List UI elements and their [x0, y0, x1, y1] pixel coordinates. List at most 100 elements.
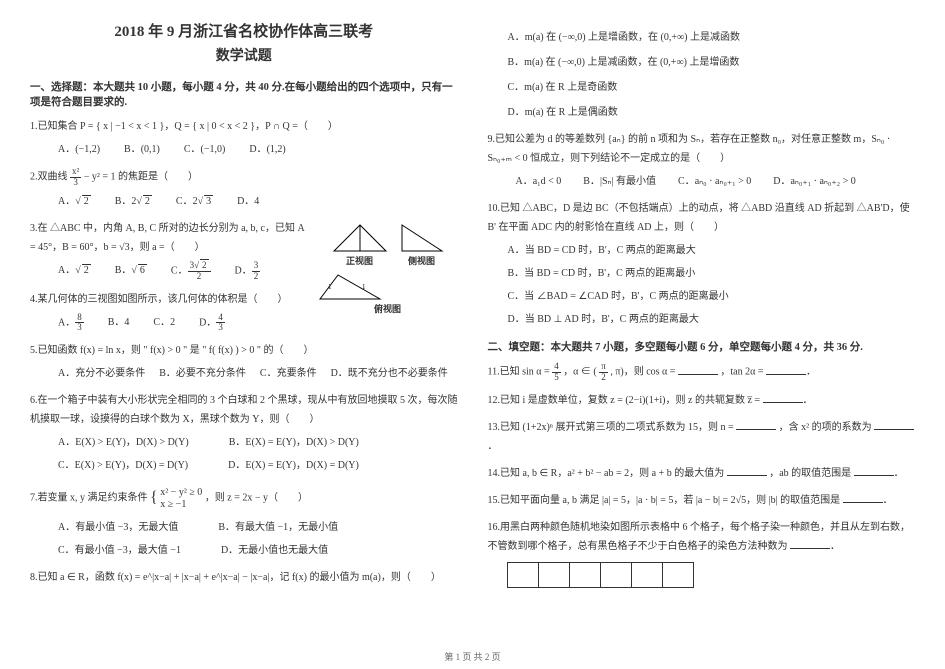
q13-s2: ，含 x² 的项的系数为	[779, 422, 875, 433]
question-15: 15.已知平面向量 a, b 满足 |a| = 5，|a · b| = 5，若 …	[488, 491, 916, 510]
question-10: 10.已知 △ABC，D 是边 BC（不包括端点）上的动点，将 △ABD 沿直线…	[488, 199, 916, 329]
q4-opt-b: B．4	[108, 313, 130, 334]
q16-stem: 16.用黑白两种颜色随机地染如图所示表格中 6 个格子，每个格子染一种颜色，并且…	[488, 522, 911, 552]
diagram-top-row: 2 正视图 侧视图	[318, 221, 458, 267]
blank	[766, 365, 806, 375]
q4-stem: 4.某几何体的三视图如图所示，该几何体的体积是（ ）	[30, 294, 288, 305]
q5-opt-b: B．必要不充分条件	[159, 364, 246, 383]
grid-cell	[662, 562, 694, 588]
q5-opt-a: A．充分不必要条件	[58, 364, 145, 383]
q11-s2: ，α ∈ (	[563, 367, 597, 378]
q2-opt-b: B．2√2	[115, 192, 152, 211]
q14-s2: ，ab 的取值范围是	[769, 468, 853, 479]
q3-options: A．√2 B．√6 C．3√22 D．32	[58, 261, 310, 282]
q7-opt-b: B．有最大值 −1，无最小值	[218, 518, 338, 537]
q4-opt-c: C．2	[153, 313, 175, 334]
grid-cell	[631, 562, 663, 588]
q11-s4: ，tan 2α =	[720, 367, 766, 378]
right-column: A．m(a) 在 (−∞,0) 上是增函数，在 (0,+∞) 上是减函数 B．m…	[488, 20, 916, 596]
q10-stem: 10.已知 △ABC，D 是边 BC（不包括端点）上的动点，将 △ABD 沿直线…	[488, 203, 910, 233]
q5-opt-d: D．既不充分也不必要条件	[331, 364, 448, 383]
q13-s1: 13.已知 (1+2x)ⁿ 展开式第三项的二项式系数为 15，则 n =	[488, 422, 737, 433]
grid-cell	[538, 562, 570, 588]
q8-opt-b: B．m(a) 在 (−∞,0) 上是减函数，在 (0,+∞) 上是增函数	[508, 53, 916, 72]
q7-opt-a: A．有最小值 −3，无最大值	[58, 518, 178, 537]
blank	[736, 420, 776, 430]
q1-opt-d: D．(1,2)	[249, 140, 285, 159]
question-6: 6.在一个箱子中装有大小形状完全相同的 3 个白球和 2 个黑球，现从中有放回地…	[30, 391, 458, 475]
q7-opt-d: D．无最小值也无最大值	[221, 541, 328, 560]
q9-options: A．a₁d < 0 B．|Sₙ| 有最小值 C．aₙ₀ · aₙ₀₊₁ > 0 …	[516, 172, 916, 191]
q2-opt-d: D．4	[237, 192, 259, 211]
q6-options-row1: A．E(X) > E(Y)，D(X) > D(Y) B．E(X) = E(Y)，…	[58, 433, 458, 452]
q8-options: A．m(a) 在 (−∞,0) 上是增函数，在 (0,+∞) 上是减函数 B．m…	[508, 28, 916, 122]
side-view-label: 侧视图	[400, 254, 444, 267]
question-2: 2.双曲线 x² 3 − y² = 1 的焦距是（ ） A．√2 B．2√2 C…	[30, 167, 458, 211]
q8-opt-d: D．m(a) 在 R 上是偶函数	[508, 103, 916, 122]
q2-frac: x² 3	[70, 167, 81, 188]
q9-stem: 9.已知公差为 d 的等差数列 {aₙ} 的前 n 项和为 Sₙ，若存在正整数 …	[488, 134, 891, 164]
question-13: 13.已知 (1+2x)ⁿ 展开式第三项的二项式系数为 15，则 n = ，含 …	[488, 418, 916, 456]
q7-constraints: x² − y² ≥ 0 x ≥ −1	[160, 487, 202, 511]
front-view: 2 正视图	[332, 221, 388, 267]
blank	[678, 365, 718, 375]
question-7: 7.若变量 x, y 满足约束条件 { x² − y² ≥ 0 x ≥ −1 ，…	[30, 483, 458, 559]
q6-options-row2: C．E(X) > E(Y)，D(X) = D(Y) D．E(X) = E(Y)，…	[58, 456, 458, 475]
svg-text:1: 1	[362, 283, 366, 291]
blank	[854, 466, 894, 476]
q2-stem1: 2.双曲线	[30, 172, 68, 183]
page-container: 2018 年 9 月浙江省名校协作体高三联考 数学试题 一、选择题：本大题共 1…	[0, 0, 945, 606]
q11-s3: , π)，则 cos α =	[610, 367, 678, 378]
q7-stem1: 7.若变量 x, y 满足约束条件	[30, 493, 148, 504]
question-16: 16.用黑白两种颜色随机地染如图所示表格中 6 个格子，每个格子染一种颜色，并且…	[488, 518, 916, 588]
q10-opt-c: C．当 ∠BAD = ∠CAD 时，B'，C 两点的距离最小	[508, 287, 916, 306]
front-view-label: 正视图	[332, 254, 388, 267]
q6-stem: 6.在一个箱子中装有大小形状完全相同的 3 个白球和 2 个黑球，现从中有放回地…	[30, 395, 458, 425]
question-5: 5.已知函数 f(x) = ln x，则 " f(x) > 0 " 是 " f(…	[30, 341, 458, 383]
top-view-label: 俯视图	[318, 302, 458, 315]
q3-opt-a: A．√2	[58, 261, 91, 282]
q5-options: A．充分不必要条件 B．必要不充分条件 C．充要条件 D．既不充分也不必要条件	[58, 364, 458, 383]
front-view-svg: 2	[332, 221, 388, 253]
q6-opt-d: D．E(X) = E(Y)，D(X) = D(Y)	[228, 456, 359, 475]
title-block: 2018 年 9 月浙江省名校协作体高三联考 数学试题	[30, 20, 458, 65]
q4-options: A．83 B．4 C．2 D．43	[58, 313, 310, 334]
blank	[790, 539, 830, 549]
q2-opt-c: C．2√3	[176, 192, 213, 211]
left-column: 2018 年 9 月浙江省名校协作体高三联考 数学试题 一、选择题：本大题共 1…	[30, 20, 458, 596]
top-view: 1 1 俯视图	[318, 271, 458, 315]
sub-title: 数学试题	[30, 45, 458, 65]
section-2-heading: 二、填空题：本大题共 7 小题，多空题每小题 6 分，单空题每小题 4 分，共 …	[488, 339, 916, 354]
q1-options: A．(−1,2) B．(0,1) C．(−1,0) D．(1,2)	[58, 140, 458, 159]
q1-opt-b: B．(0,1)	[124, 140, 160, 159]
q8-opt-a: A．m(a) 在 (−∞,0) 上是增函数，在 (0,+∞) 上是减函数	[508, 28, 916, 47]
q2-options: A．√2 B．2√2 C．2√3 D．4	[58, 192, 458, 211]
q9-opt-b: B．|Sₙ| 有最小值	[583, 172, 656, 191]
q7-options-row1: A．有最小值 −3，无最大值 B．有最大值 −1，无最小值	[58, 518, 458, 537]
grid-cell	[600, 562, 632, 588]
grid-cell	[507, 562, 539, 588]
q9-opt-d: D．aₙ₀₊₁ · aₙ₀₊₂ > 0	[773, 172, 856, 191]
q1-stem: 1.已知集合 P = { x | −1 < x < 1 }，Q = { x | …	[30, 121, 338, 132]
q12-stem: 12.已知 i 是虚数单位，复数 z = (2−i)(1+i)，则 z 的共轭复…	[488, 395, 763, 406]
q10-opt-d: D．当 BD ⊥ AD 时，B'，C 两点的距离最大	[508, 310, 916, 329]
q7-opt-c: C．有最小值 −3，最大值 −1	[58, 541, 181, 560]
three-view-diagram: 2 正视图 侧视图 1 1 俯视图	[318, 221, 458, 315]
q11-s1: 11.已知 sin α =	[488, 367, 553, 378]
q5-opt-c: C．充要条件	[260, 364, 317, 383]
q7-options-row2: C．有最小值 −3，最大值 −1 D．无最小值也无最大值	[58, 541, 458, 560]
q3-stem: 3.在 △ABC 中，内角 A, B, C 所对的边长分别为 a, b, c，已…	[30, 223, 304, 253]
six-cell-grid	[508, 562, 916, 588]
blank	[727, 466, 767, 476]
top-view-svg: 1 1	[318, 271, 382, 301]
q8-opt-c: C．m(a) 在 R 上是奇函数	[508, 78, 916, 97]
q9-opt-c: C．aₙ₀ · aₙ₀₊₁ > 0	[678, 172, 751, 191]
q3-opt-c: C．3√22	[171, 261, 211, 282]
q3-opt-d: D．32	[235, 261, 261, 282]
q10-opt-a: A．当 BD = CD 时，B'，C 两点的距离最大	[508, 241, 916, 260]
q2-stem2: − y² = 1 的焦距是（ ）	[84, 172, 198, 183]
side-view-svg	[400, 221, 444, 253]
q11-frac1: 45	[552, 362, 561, 383]
q5-stem: 5.已知函数 f(x) = ln x，则 " f(x) > 0 " 是 " f(…	[30, 345, 314, 356]
q6-opt-a: A．E(X) > E(Y)，D(X) > D(Y)	[58, 433, 189, 452]
